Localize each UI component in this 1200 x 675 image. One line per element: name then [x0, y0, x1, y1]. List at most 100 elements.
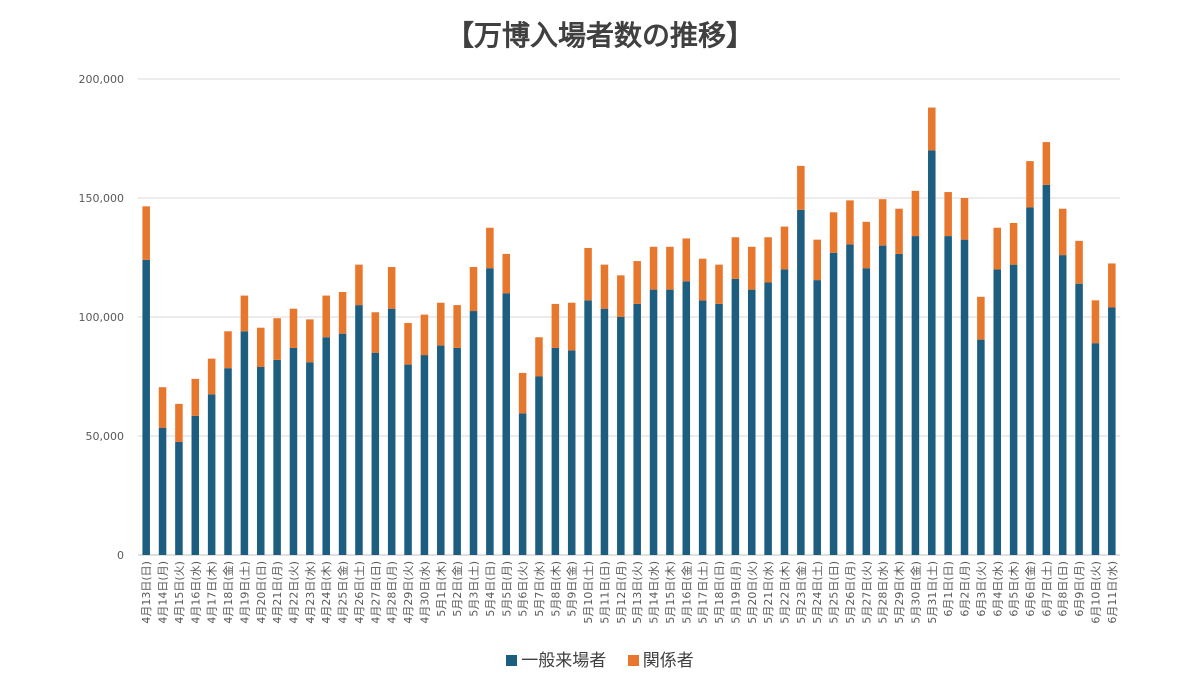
x-tick-label: 5月7日(水) — [533, 561, 546, 617]
legend-label-general: 一般来場者 — [521, 651, 607, 671]
bar-staff — [256, 327, 265, 367]
bar-general-visitors — [453, 347, 461, 555]
bar-general-visitors — [780, 269, 789, 555]
bar-staff — [486, 227, 494, 269]
bar-general-visitors — [355, 305, 363, 555]
bar-general-visitors — [1042, 184, 1051, 555]
x-tick-label: 5月22日(木) — [778, 561, 791, 624]
x-tick-label: 5月12日(月) — [615, 561, 628, 624]
y-tick-label: 0 — [117, 549, 124, 562]
bar-staff — [142, 206, 150, 260]
x-tick-label: 5月8日(木) — [549, 561, 562, 617]
bar-general-visitors — [567, 350, 576, 555]
x-tick-label: 4月23日(水) — [304, 561, 317, 624]
x-tick-label: 4月30日(水) — [418, 561, 431, 624]
bar-staff — [191, 378, 200, 416]
bar-staff — [404, 322, 412, 365]
bar-general-visitors — [698, 300, 707, 555]
bar-staff — [273, 318, 281, 360]
bar-general-visitors — [518, 413, 527, 555]
y-tick-label: 150,000 — [79, 192, 125, 205]
bar-general-visitors — [289, 347, 298, 555]
x-tick-label: 6月3日(火) — [975, 561, 988, 617]
legend-item-staff: 関係者 — [627, 646, 694, 671]
bar-staff — [1091, 300, 1100, 344]
x-tick-label: 4月13日(日) — [140, 561, 153, 624]
bar-general-visitors — [224, 368, 232, 555]
bar-staff — [911, 190, 920, 237]
bar-staff — [1058, 208, 1067, 256]
bar-staff — [764, 237, 772, 283]
chart-title: 【万博入場者数の推移】 — [445, 19, 754, 52]
y-tick-label: 200,000 — [79, 73, 125, 86]
x-tick-label: 5月24日(土) — [811, 561, 824, 624]
bar-general-visitors — [649, 289, 658, 555]
bar-staff — [862, 221, 871, 269]
bar-general-visitors — [813, 280, 821, 555]
bar-general-visitors — [633, 303, 641, 555]
x-tick-label: 5月18日(日) — [713, 561, 726, 624]
bar-staff — [846, 200, 854, 245]
x-tick-label: 4月15日(火) — [173, 561, 186, 624]
bar-staff — [813, 239, 821, 281]
bar-general-visitors — [764, 282, 772, 555]
bar-general-visitors — [862, 268, 871, 555]
bar-general-visitors — [469, 311, 478, 555]
bar-staff — [698, 258, 707, 301]
bar-general-visitors — [993, 269, 1002, 555]
bar-general-visitors — [437, 345, 445, 555]
bar-general-visitors — [846, 244, 854, 555]
x-tick-label: 4月19日(土) — [238, 561, 251, 624]
bar-staff — [960, 198, 969, 240]
bar-staff — [158, 387, 167, 428]
bar-staff — [1026, 161, 1034, 208]
x-tick-label: 6月7日(土) — [1040, 561, 1053, 617]
x-axis-ticks: 4月13日(日) 4月14日(月) 4月15日(火) 4月16日(水) 4月17日(木)… — [140, 561, 1119, 624]
x-tick-label: 5月21日(水) — [762, 561, 775, 624]
x-tick-label: 4月22日(火) — [287, 561, 300, 624]
bar-general-visitors — [1058, 255, 1067, 555]
bar-staff — [453, 305, 461, 348]
x-tick-label: 6月4日(水) — [991, 561, 1004, 617]
legend-label-staff: 関係者 — [642, 651, 694, 671]
bar-staff — [518, 372, 527, 414]
legend-swatch-general — [506, 655, 518, 666]
bar-staff — [731, 237, 740, 279]
bar-staff — [420, 314, 429, 356]
bar-general-visitors — [960, 239, 969, 555]
bar-staff — [1075, 240, 1083, 284]
bar-general-visitors — [322, 337, 330, 555]
bar-general-visitors — [256, 366, 265, 555]
x-tick-label: 5月23日(金) — [794, 561, 808, 624]
x-tick-label: 4月24日(木) — [320, 561, 333, 624]
x-tick-label: 5月26日(月) — [844, 561, 857, 624]
legend: 一般来場者 関係者 — [0, 646, 1200, 671]
bar-general-visitors — [191, 415, 200, 555]
x-tick-label: 4月17日(木) — [206, 561, 219, 624]
x-tick-label: 5月4日(日) — [484, 561, 497, 617]
x-tick-label: 5月28日(水) — [877, 561, 890, 624]
bar-general-visitors — [420, 355, 429, 555]
x-tick-label: 6月2日(月) — [959, 561, 972, 617]
x-tick-label: 6月9日(月) — [1073, 561, 1086, 617]
y-axis-ticks: 0 50,000 100,000 150,000 200,000 — [79, 73, 125, 562]
x-tick-label: 6月6日(金) — [1023, 561, 1037, 617]
x-tick-label: 5月14日(水) — [648, 561, 661, 624]
bar-staff — [993, 227, 1002, 270]
bar-general-visitors — [1075, 283, 1083, 555]
bar-general-visitors — [502, 293, 511, 555]
bar-general-visitors — [666, 289, 674, 555]
bar-general-visitors — [731, 278, 740, 555]
x-tick-label: 5月2日(金) — [450, 561, 464, 617]
y-tick-label: 100,000 — [79, 311, 125, 324]
x-tick-label: 4月20日(日) — [255, 561, 268, 624]
bar-staff — [797, 165, 805, 210]
x-tick-label: 5月9日(金) — [565, 561, 579, 617]
bar-staff — [584, 247, 592, 301]
bar-general-visitors — [600, 308, 609, 555]
x-tick-label: 5月10日(土) — [582, 561, 595, 624]
bar-staff — [289, 308, 298, 348]
bar-general-visitors — [486, 268, 494, 555]
gridlines — [138, 78, 1120, 556]
bar-general-visitors — [878, 245, 887, 555]
